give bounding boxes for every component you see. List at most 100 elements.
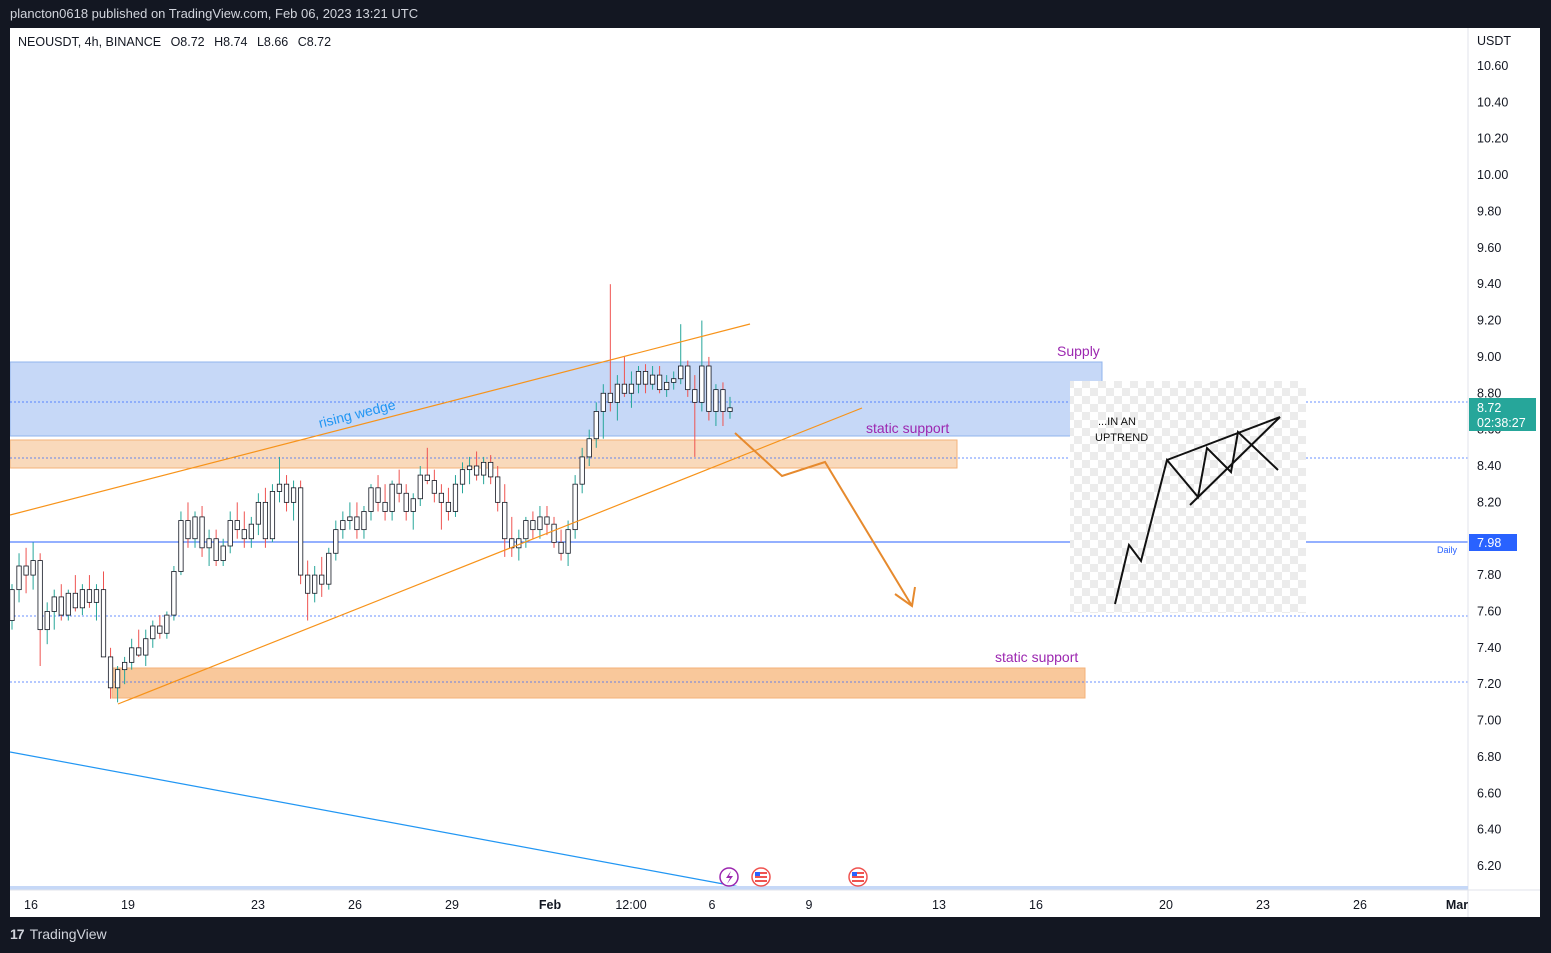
- candle: [382, 484, 388, 521]
- inset-wedge-bottom: [1189, 416, 1281, 506]
- candle: [473, 451, 480, 481]
- candle: [361, 506, 367, 539]
- candle: [642, 364, 649, 394]
- price-tick-label: 10.00: [1477, 168, 1508, 182]
- candle: [354, 502, 360, 539]
- candle: [164, 611, 170, 639]
- inset-text-line-2: UPTREND: [1095, 432, 1148, 444]
- candle: [685, 360, 691, 397]
- candle: [431, 469, 437, 503]
- static-support-label-2: static support: [995, 649, 1078, 665]
- price-axis-ticks: 10.60 10.40 10.20 10.00 9.80 9.60 9.40 9.20 9.00…: [1477, 59, 1508, 873]
- time-tick-label: 6: [709, 898, 716, 912]
- price-tick-label: 7.60: [1477, 604, 1501, 618]
- candle: [276, 456, 283, 503]
- time-tick-label: 23: [1256, 898, 1270, 912]
- candle: [593, 402, 599, 448]
- candle: [678, 324, 684, 385]
- footer-brand[interactable]: TradingView: [29, 926, 107, 942]
- price-tick-label: 9.20: [1477, 314, 1501, 328]
- candle: [10, 584, 15, 630]
- candle: [530, 511, 536, 539]
- bar-countdown: 02:38:27: [1477, 416, 1526, 430]
- candle: [424, 447, 430, 485]
- ohlc-close: C8.72: [297, 35, 332, 49]
- candle: [565, 520, 571, 566]
- projection-arrow-head: [894, 586, 916, 608]
- candle: [403, 484, 409, 521]
- current-price-badge: 8.72 02:38:27: [1469, 398, 1536, 431]
- candle: [600, 384, 606, 439]
- publisher-line: plancton0618 published on TradingView.co…: [10, 6, 419, 21]
- candle: [558, 529, 564, 561]
- price-tick-label: 7.80: [1477, 568, 1501, 582]
- candle: [699, 320, 705, 412]
- us-flag-event-icon-1[interactable]: [751, 867, 771, 887]
- candle: [579, 447, 585, 494]
- daily-level-tag: Daily: [1437, 545, 1458, 555]
- candle: [220, 538, 226, 566]
- price-tick-label: 9.60: [1477, 241, 1501, 255]
- price-tick-label: 8.20: [1477, 495, 1501, 509]
- candle: [227, 511, 233, 554]
- candle: [65, 589, 71, 621]
- candle: [396, 469, 402, 503]
- time-tick-label: 26: [1353, 898, 1367, 912]
- candle: [37, 553, 43, 666]
- candle: [706, 356, 712, 421]
- candle: [107, 647, 114, 699]
- price-chart[interactable]: rising wedge Supply static support stati…: [10, 28, 1540, 917]
- candle: [368, 484, 374, 521]
- candle: [305, 560, 311, 621]
- time-axis-strip: [10, 886, 1468, 890]
- projection-arrow-path: [734, 432, 913, 607]
- chart-area[interactable]: rising wedge Supply static support stati…: [10, 28, 1540, 917]
- us-flag-event-icon-2[interactable]: [848, 867, 868, 887]
- price-tick-label: 6.20: [1477, 859, 1501, 873]
- candle: [438, 484, 444, 530]
- candle: [213, 529, 219, 566]
- candle: [16, 553, 22, 603]
- candle: [628, 371, 635, 408]
- candle: [537, 506, 543, 539]
- price-tick-label: 9.40: [1477, 277, 1501, 291]
- candle: [621, 356, 628, 397]
- time-axis-ticks: 16 19 23 26 29 Feb 12:00 6 9 13 16 20 23 26 Mar: [24, 898, 1468, 912]
- candle: [206, 529, 212, 566]
- price-tick-label: 7.40: [1477, 641, 1501, 655]
- static-support-zone-lower[interactable]: [111, 667, 1086, 699]
- time-tick-label: 12:00: [615, 898, 646, 912]
- candle: [417, 466, 423, 506]
- time-tick-label: Mar: [1446, 898, 1468, 912]
- candle: [551, 516, 557, 548]
- candle: [100, 571, 107, 658]
- time-tick-label: 26: [348, 898, 362, 912]
- candle: [255, 493, 261, 536]
- lightning-event-icon[interactable]: [719, 867, 739, 887]
- symbol-pair[interactable]: NEOUSDT, 4h, BINANCE: [18, 35, 162, 49]
- candle: [79, 584, 85, 616]
- candle: [692, 375, 698, 457]
- wedge-lower-line: [117, 407, 863, 705]
- static-support-label-1: static support: [866, 420, 949, 436]
- candle: [269, 484, 276, 543]
- time-tick-label: 19: [121, 898, 135, 912]
- inset-text-line-1: ...IN AN: [1098, 416, 1136, 428]
- candles-group: [10, 284, 733, 703]
- candle: [466, 456, 473, 485]
- candle: [157, 615, 163, 639]
- time-tick-label: Feb: [539, 898, 562, 912]
- candle: [488, 455, 494, 485]
- candle: [333, 520, 339, 561]
- candle: [713, 384, 719, 426]
- candle: [30, 542, 36, 590]
- candle: [171, 566, 177, 621]
- ohlc-high: H8.74: [214, 35, 248, 49]
- candle: [44, 602, 50, 645]
- current-price-value: 8.72: [1477, 401, 1501, 415]
- tradingview-logo-icon[interactable]: 17: [10, 926, 25, 942]
- candle: [150, 620, 156, 648]
- price-tick-label: 8.40: [1477, 459, 1501, 473]
- candle: [283, 475, 290, 512]
- candle: [664, 375, 670, 397]
